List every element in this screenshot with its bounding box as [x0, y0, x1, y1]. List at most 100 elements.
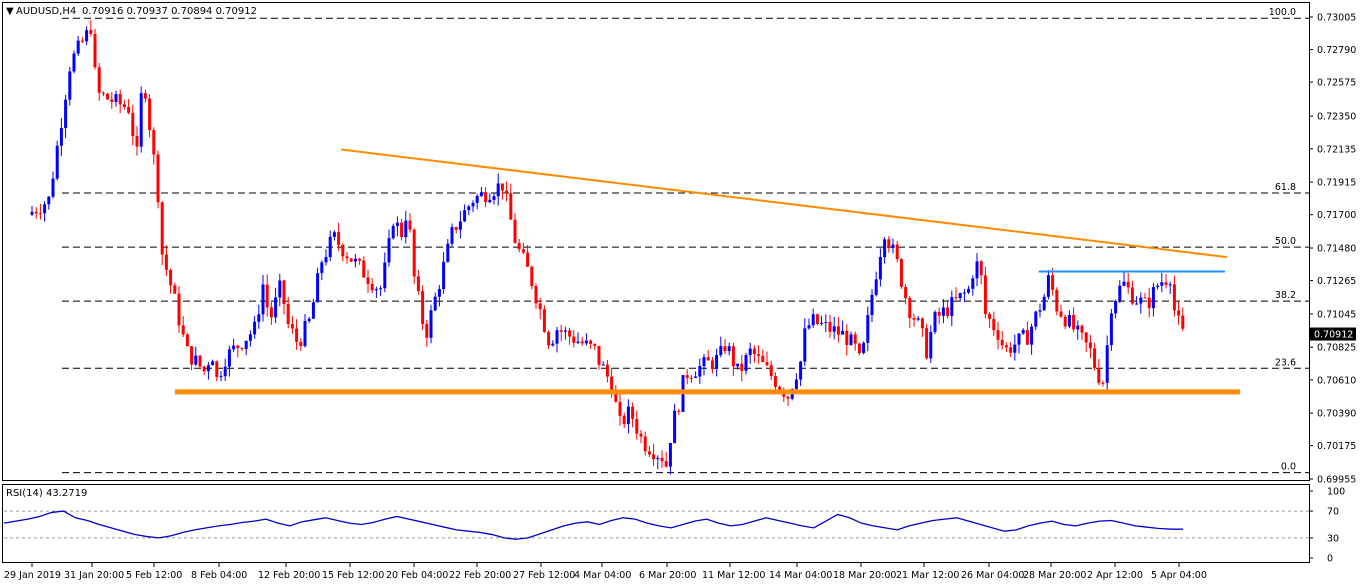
- candle-body-down: [135, 136, 139, 147]
- candle-body-down: [710, 360, 714, 369]
- candle-body-down: [954, 297, 958, 299]
- menu-arrow-icon[interactable]: ▼: [6, 6, 14, 17]
- candle-body-down: [337, 232, 341, 245]
- candle-body-down: [181, 325, 185, 335]
- candle-body-down: [765, 361, 769, 366]
- candle-body-down: [156, 154, 160, 203]
- candle-body-down: [345, 256, 349, 259]
- candle-body-down: [1051, 275, 1055, 290]
- candle-body-up: [324, 257, 328, 263]
- candle-body-up: [463, 210, 467, 222]
- candle-body-up: [748, 348, 752, 356]
- candle-body-up: [975, 261, 979, 279]
- candle-body-up: [555, 330, 559, 344]
- candle-body-down: [1101, 382, 1105, 384]
- candle-body-up: [824, 321, 828, 323]
- x-tick-label: 20 Feb 04:00: [386, 570, 448, 581]
- x-tick-label: 12 Feb 20:00: [258, 570, 320, 581]
- candle-body-up: [211, 361, 215, 366]
- candle-body-up: [68, 71, 72, 100]
- candle-body-up: [878, 257, 882, 280]
- x-tick-label: 4 Mar 04:00: [574, 570, 631, 581]
- x-tick-label: 21 Mar 12:00: [896, 570, 959, 581]
- trend-line[interactable]: [340, 148, 1228, 259]
- candle-body-down: [542, 309, 546, 332]
- candle-body-down: [1088, 342, 1092, 349]
- candle-body-down: [513, 219, 517, 243]
- candle-body-up: [55, 145, 59, 179]
- candle-body-up: [916, 318, 920, 320]
- candle-body-up: [85, 30, 89, 42]
- candle-body-down: [647, 451, 651, 455]
- candle-body-down: [38, 213, 42, 215]
- candle-body-up: [139, 93, 143, 147]
- candle-body-down: [269, 307, 273, 318]
- candle-body-down: [80, 40, 84, 42]
- candle-body-down: [899, 259, 903, 287]
- drawn-lines: [174, 148, 1240, 395]
- candle-body-down: [618, 401, 622, 416]
- candle-body-down: [580, 341, 584, 344]
- candle-body-down: [1080, 325, 1084, 333]
- y-tick-label: 0.70825: [1317, 343, 1356, 354]
- candle-body-up: [206, 365, 210, 372]
- candle-body-down: [773, 376, 777, 387]
- candle-body-down: [122, 104, 126, 108]
- candle-body-up: [1067, 314, 1071, 327]
- candle-body-down: [240, 348, 244, 350]
- candle-body-down: [643, 436, 647, 452]
- candle-body-down: [988, 313, 992, 320]
- candle-body-up: [496, 183, 500, 197]
- candle-body-down: [190, 346, 194, 365]
- candle-body-up: [479, 192, 483, 197]
- rsi-title: RSI(14) 43.2719: [6, 488, 87, 499]
- rsi-series: 100 70 30 0: [3, 487, 1345, 565]
- candle-body-down: [526, 252, 530, 267]
- last-price-tag: 0.70912: [1310, 327, 1356, 341]
- candle-body-down: [185, 334, 189, 347]
- chart-symbol: AUDUSD,H4: [16, 6, 76, 17]
- candle-body-down: [97, 67, 101, 93]
- candle-body-down: [925, 328, 929, 359]
- candle-body-down: [295, 328, 299, 343]
- candle-body-up: [866, 315, 870, 343]
- candle-body-down: [500, 183, 504, 191]
- candle-body-down: [857, 343, 861, 354]
- x-tick-label: 5 Feb 12:00: [126, 570, 182, 581]
- candle-body-down: [93, 33, 97, 68]
- candle-body-down: [1177, 310, 1181, 316]
- candle-body-up: [114, 94, 118, 102]
- candle-body-up: [626, 406, 630, 425]
- candle-body-up: [492, 196, 496, 200]
- candle-body-down: [1025, 329, 1029, 345]
- candle-body-up: [1151, 287, 1155, 309]
- candle-body-down: [1059, 311, 1063, 317]
- candle-body-up: [891, 244, 895, 249]
- candle-body-up: [874, 279, 878, 295]
- candle-body-down: [908, 298, 912, 319]
- candle-body-down: [1004, 345, 1008, 348]
- candle-body-down: [836, 326, 840, 335]
- candle-body-down: [1147, 297, 1151, 309]
- candle-body-down: [547, 331, 551, 346]
- candle-body-up: [1105, 345, 1109, 383]
- fib-level-label: 38.2: [1275, 290, 1296, 301]
- candle-body-down: [169, 269, 173, 286]
- candle-body-up: [811, 314, 815, 326]
- candle-body-down: [484, 192, 488, 203]
- candle-body-up: [744, 355, 748, 371]
- x-tick-label: 14 Mar 04:00: [769, 570, 832, 581]
- y-tick-label: 0.71915: [1317, 178, 1356, 189]
- candle-body-up: [223, 366, 227, 377]
- candle-body-up: [374, 289, 378, 291]
- candle-body-up: [841, 330, 845, 335]
- candle-body-up: [429, 310, 433, 338]
- candle-body-up: [870, 294, 874, 316]
- candle-body-down: [605, 364, 609, 377]
- candle-body-up: [971, 278, 975, 289]
- candle-body-down: [198, 355, 202, 367]
- y-tick-label: 0.72350: [1317, 112, 1356, 123]
- candle-body-down: [895, 244, 899, 260]
- candle-body-down: [597, 345, 601, 365]
- candle-body-up: [261, 284, 265, 315]
